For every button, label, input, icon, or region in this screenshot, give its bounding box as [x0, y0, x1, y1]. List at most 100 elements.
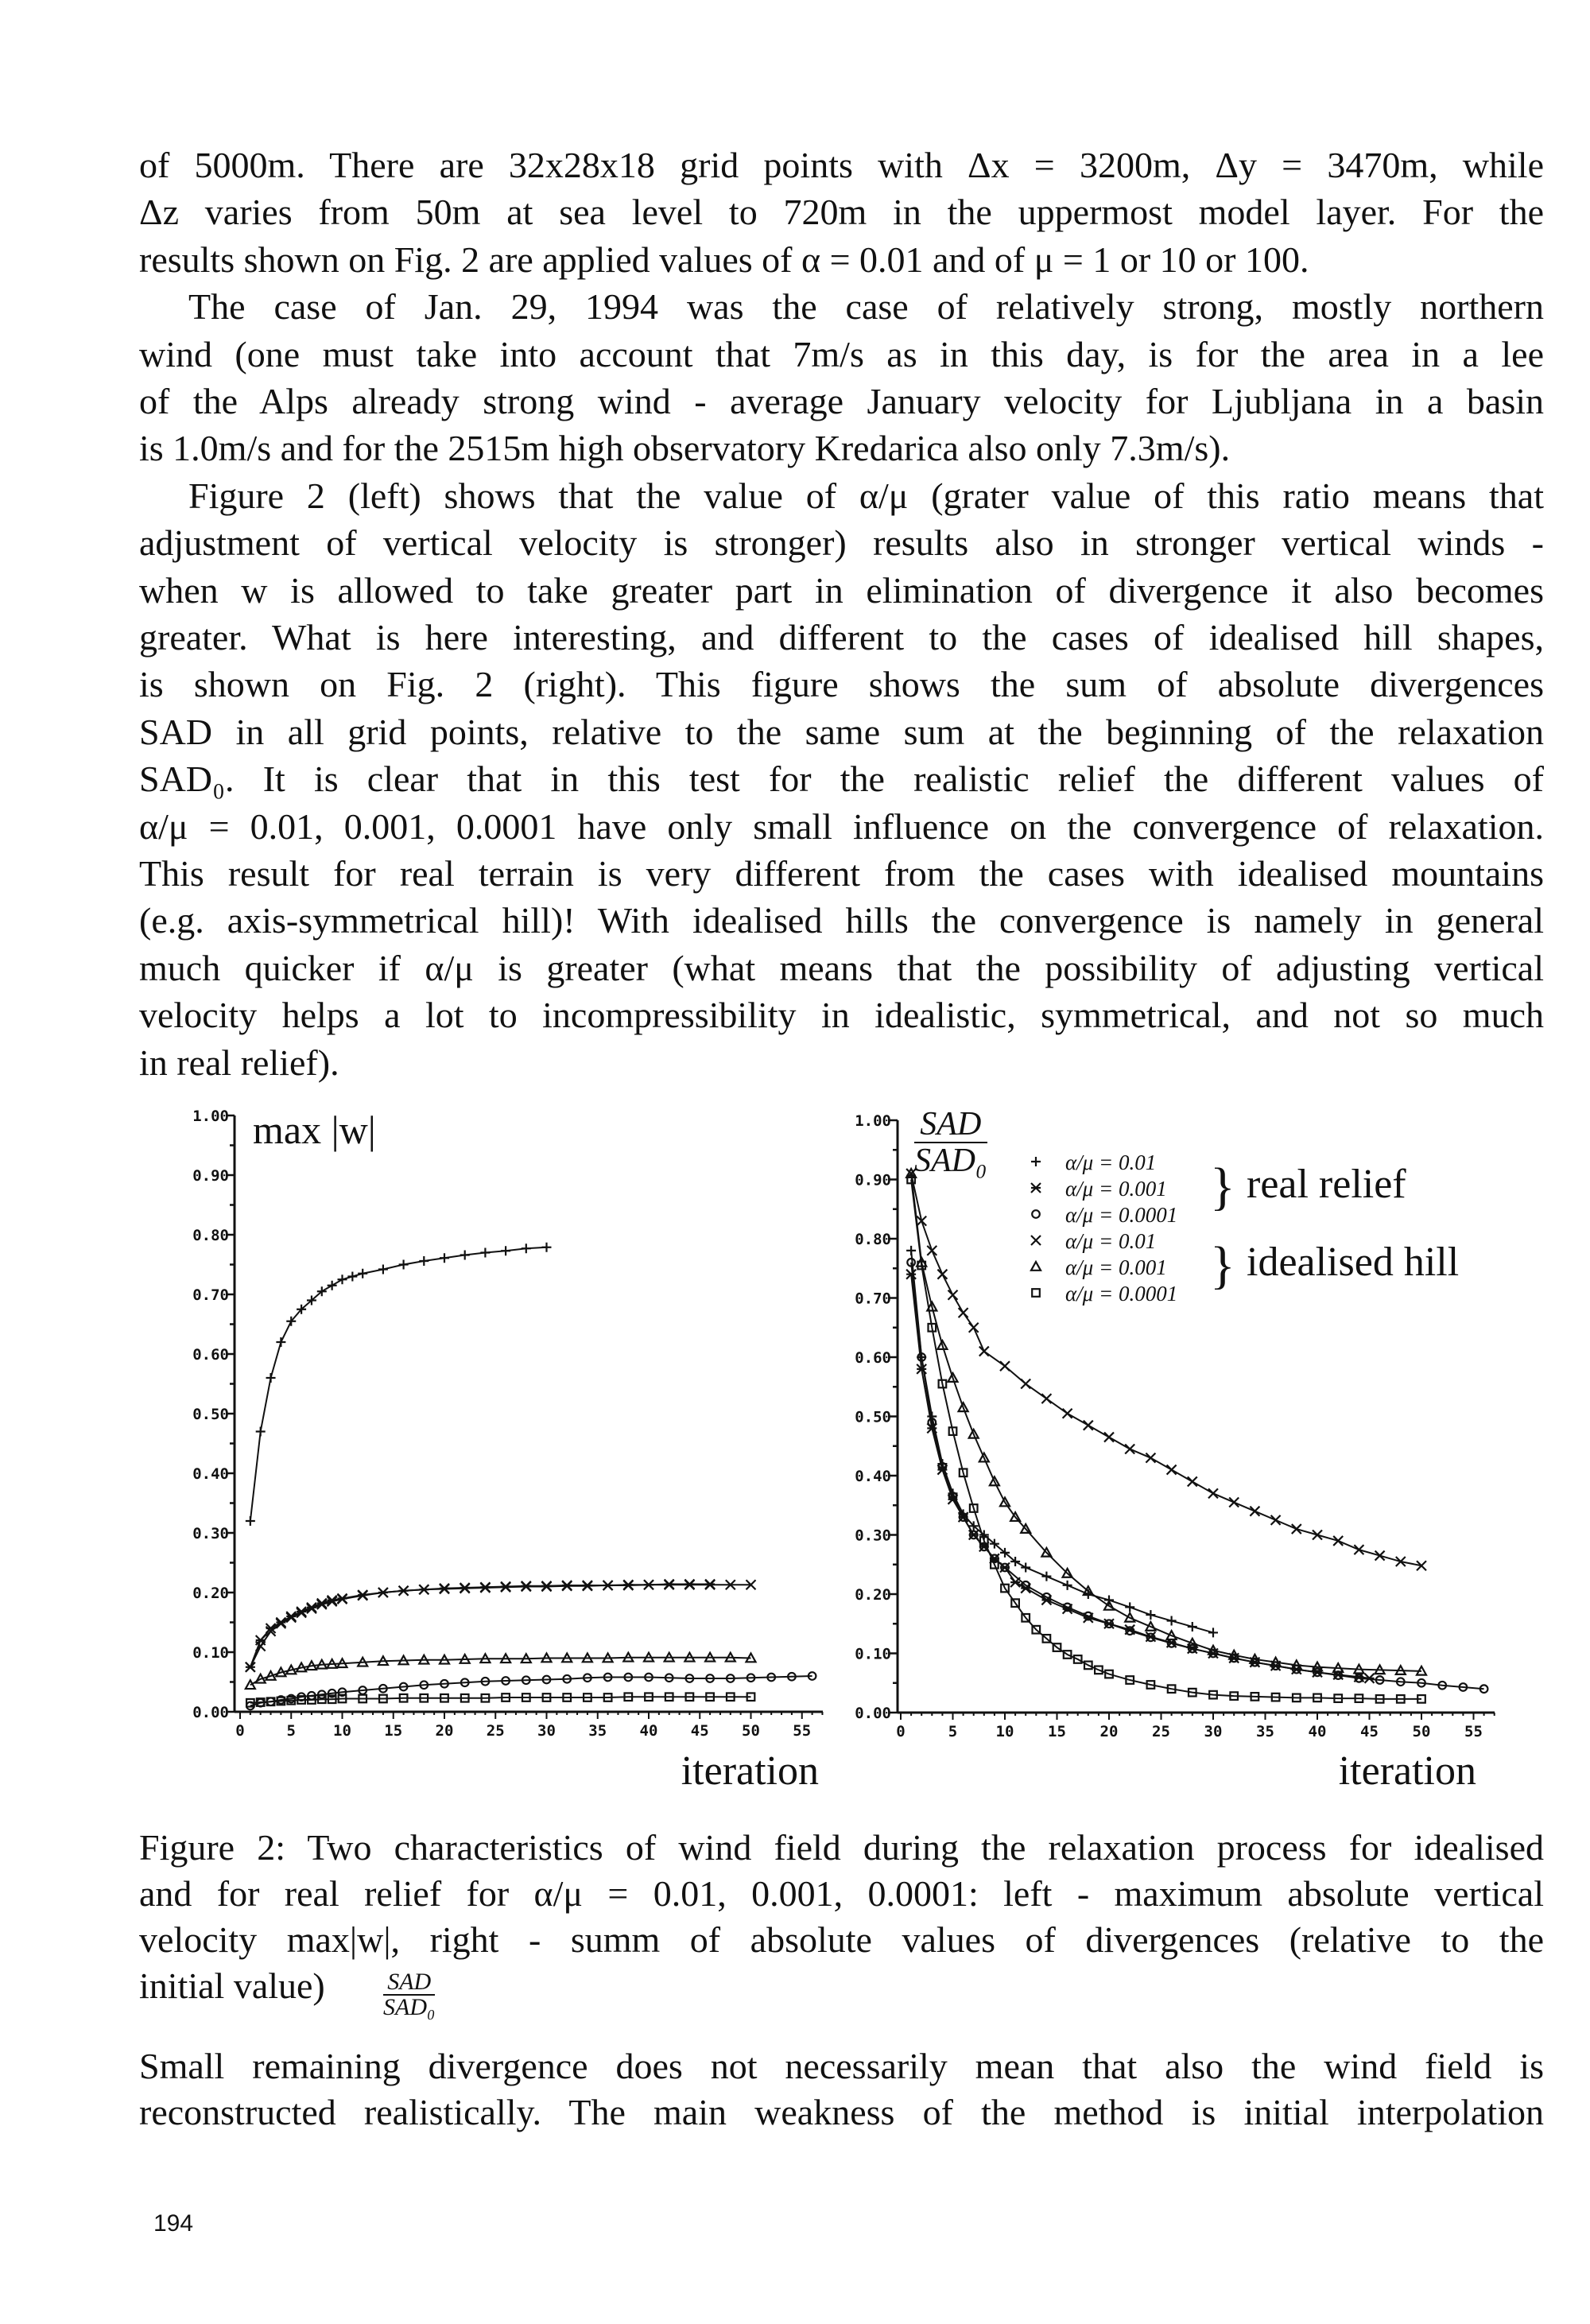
data-point-plus — [276, 1337, 286, 1347]
data-point-x — [926, 1245, 938, 1256]
data-point-plus — [337, 1275, 347, 1285]
data-point-plus — [541, 1242, 552, 1252]
x-tick-label: 15 — [384, 1722, 402, 1740]
data-point-square — [1208, 1690, 1218, 1700]
data-point-circle — [1313, 1667, 1322, 1678]
body-text-line: when w is allowed to take greater part i… — [139, 569, 1544, 611]
data-point-square — [460, 1693, 470, 1703]
y-tick-label: 0.80 — [192, 1227, 229, 1244]
data-point-plus — [1125, 1602, 1135, 1612]
x-tick-label: 50 — [742, 1722, 760, 1740]
data-point-x — [968, 1321, 979, 1333]
caption-fraction: SAD SAD₀ — [383, 1970, 436, 2019]
data-point-triangle — [1352, 1662, 1366, 1674]
data-point-x — [643, 1579, 654, 1591]
data-point-triangle — [1081, 1585, 1095, 1597]
data-point-triangle — [1123, 1611, 1137, 1623]
right-chart-title: SAD SAD₀ — [914, 1107, 987, 1178]
data-point-circle — [644, 1672, 653, 1682]
data-point-triangle — [1207, 1643, 1220, 1655]
series-square — [906, 1174, 1426, 1704]
data-point-x — [1083, 1419, 1094, 1431]
data-point-square — [419, 1693, 429, 1703]
data-point-triangle — [704, 1651, 716, 1662]
body-text-line: This result for real terrain is very dif… — [139, 853, 1544, 894]
data-point-square — [297, 1695, 306, 1705]
data-point-x — [725, 1579, 736, 1591]
legend-label: α/μ = 0.01 — [1065, 1150, 1156, 1174]
x-tick-label: 0 — [235, 1722, 244, 1740]
data-point-square — [255, 1697, 266, 1707]
x-tick-label: 35 — [588, 1722, 607, 1740]
data-point-plus — [1166, 1616, 1177, 1626]
series-circle — [245, 1671, 817, 1711]
legend-marker-x — [1030, 1235, 1041, 1246]
y-tick-label: 1.00 — [855, 1112, 891, 1130]
data-point-triangle — [1144, 1620, 1158, 1631]
x-tick-label: 10 — [996, 1723, 1014, 1740]
data-point-square — [521, 1693, 531, 1702]
data-point-triangle — [438, 1653, 451, 1665]
data-point-square — [906, 1174, 917, 1185]
data-point-triangle — [356, 1655, 370, 1667]
x-tick-label: 40 — [1309, 1723, 1327, 1740]
data-point-triangle — [1009, 1510, 1022, 1523]
data-point-square — [1000, 1583, 1010, 1593]
y-tick-label: 1.00 — [192, 1108, 229, 1125]
data-point-triangle — [967, 1427, 980, 1439]
x-tick-label: 15 — [1048, 1723, 1066, 1740]
data-point-triangle — [642, 1651, 655, 1662]
data-point-x — [521, 1581, 532, 1593]
data-point-plus — [1146, 1610, 1156, 1620]
data-point-triangle — [377, 1654, 390, 1666]
data-point-square — [927, 1322, 937, 1333]
data-point-square — [582, 1693, 592, 1702]
data-point-square — [937, 1379, 948, 1389]
data-point-x — [500, 1581, 511, 1593]
data-point-plus — [1187, 1621, 1197, 1631]
x-tick-label: 30 — [537, 1722, 556, 1740]
data-point-square — [1270, 1692, 1281, 1702]
data-point-circle — [787, 1671, 797, 1682]
y-tick-label: 0.30 — [192, 1525, 229, 1542]
data-point-square — [307, 1695, 316, 1705]
x-axis-label: iteration — [1339, 1748, 1476, 1794]
series-line — [910, 1274, 1370, 1679]
series-circle — [906, 1257, 1489, 1694]
data-point-triangle — [956, 1401, 970, 1413]
data-point-plus — [327, 1280, 337, 1290]
data-point-square — [501, 1693, 510, 1702]
data-point-circle — [948, 1492, 958, 1501]
data-point-triangle — [560, 1651, 574, 1663]
data-point-triangle — [1311, 1660, 1324, 1672]
data-point-square — [480, 1693, 491, 1703]
right-chart-title-denominator: SAD₀ — [914, 1143, 987, 1179]
right-chart-sad: 0.00 0.10 0.20 0.30 0.40 0.50 0.60 0.70 0.80 0.90… — [855, 1112, 1495, 1794]
data-point-plus — [419, 1256, 429, 1266]
data-point-square — [562, 1693, 572, 1702]
legend-marker-star — [1030, 1182, 1041, 1193]
data-point-x — [957, 1307, 969, 1318]
data-point-circle — [460, 1678, 470, 1688]
y-tick-label: 0.10 — [855, 1646, 891, 1663]
data-point-circle — [979, 1542, 989, 1552]
body-text-line: Figure 2 (left) shows that the value of … — [188, 475, 1544, 516]
data-point-x — [1291, 1523, 1302, 1534]
data-point-plus — [1208, 1628, 1218, 1638]
data-point-x — [1165, 1464, 1177, 1476]
data-point-plus — [1062, 1580, 1072, 1590]
data-point-square — [1229, 1691, 1239, 1701]
data-point-square — [1052, 1643, 1062, 1652]
x-tick-label: 55 — [793, 1722, 811, 1740]
series-line — [910, 1262, 1484, 1690]
data-point-triangle — [254, 1672, 267, 1684]
data-point-plus — [316, 1286, 327, 1297]
data-point-square — [1187, 1687, 1197, 1697]
legend-marker-plus — [1031, 1157, 1041, 1166]
data-point-triangle — [305, 1659, 318, 1671]
data-point-triangle — [936, 1338, 949, 1350]
data-point-triangle — [264, 1669, 277, 1681]
data-point-square — [958, 1468, 968, 1478]
data-point-x — [1124, 1443, 1135, 1455]
x-tick-label: 30 — [1204, 1723, 1223, 1740]
